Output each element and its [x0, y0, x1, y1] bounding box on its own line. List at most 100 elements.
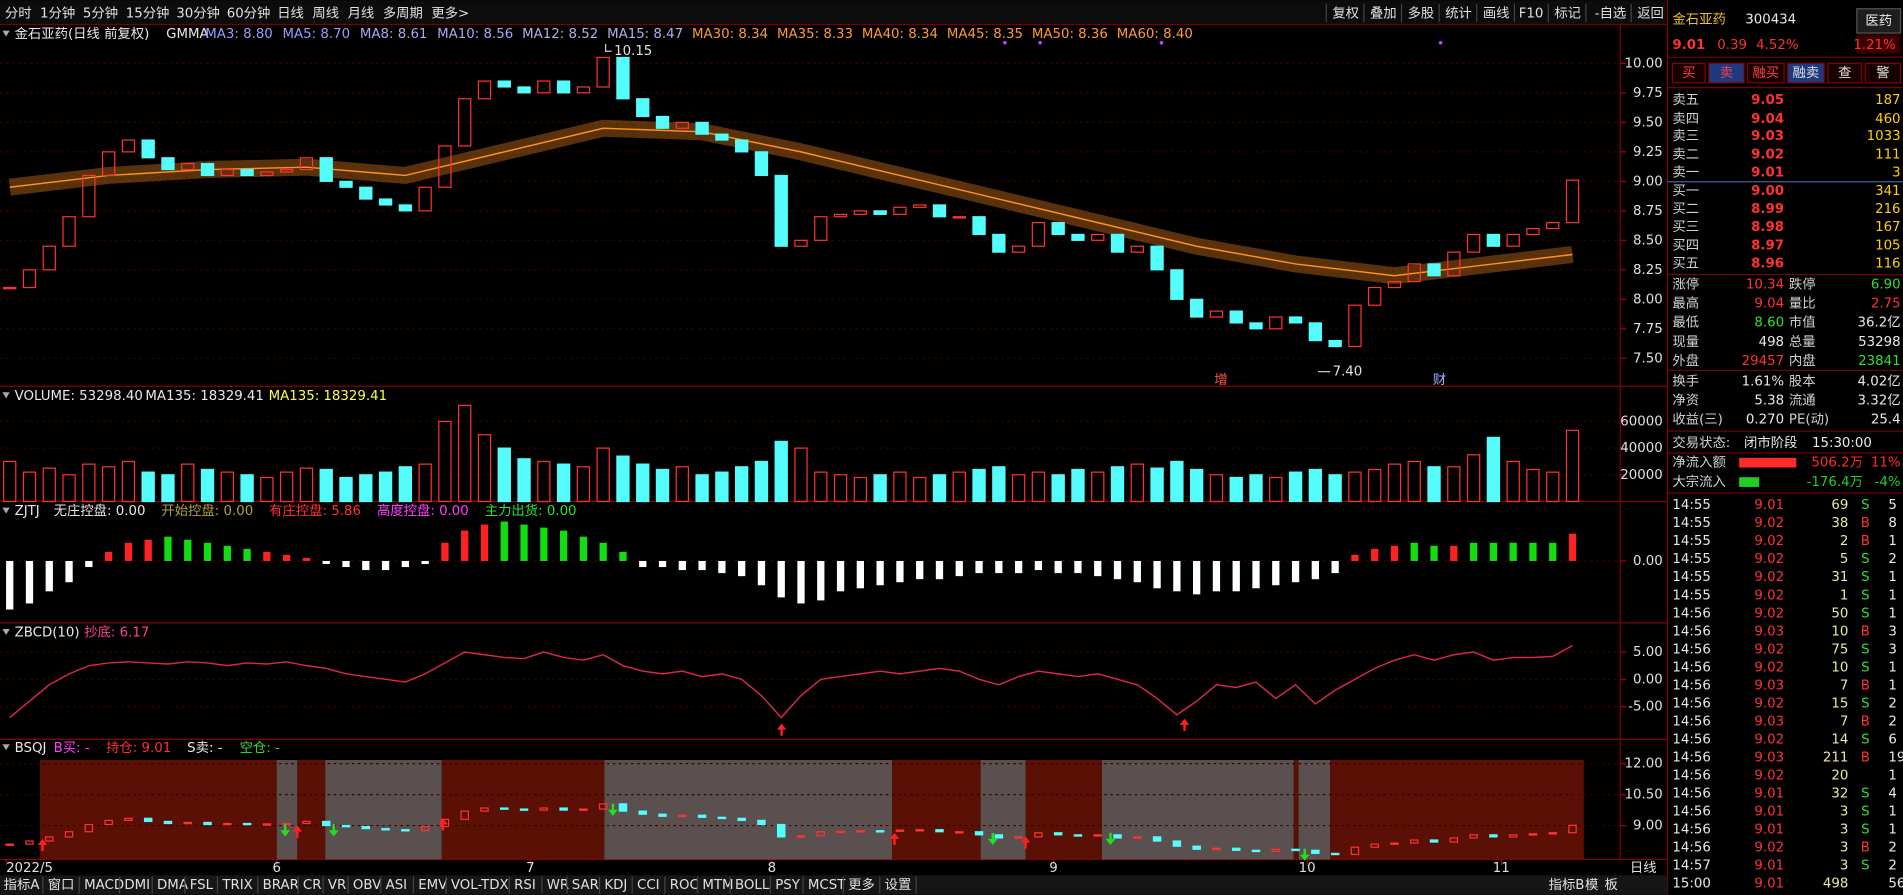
tool-button[interactable]: F10	[1519, 7, 1544, 22]
candle	[181, 163, 195, 171]
trade-volume: 38	[1831, 516, 1848, 531]
period-tab[interactable]: 5分钟	[83, 5, 118, 22]
candle	[200, 163, 215, 177]
mini-candle	[282, 822, 291, 826]
indicator-tab[interactable]: VOL-TDX	[451, 878, 509, 893]
mini-candle	[143, 817, 153, 823]
indicator-tab[interactable]: OBV	[353, 878, 382, 893]
indicator-tab[interactable]: DMA	[157, 878, 189, 893]
indicator-tab[interactable]: BOLL	[735, 878, 770, 893]
trade-button-label[interactable]: 查	[1838, 65, 1851, 81]
indicator-tab[interactable]: FSL	[190, 878, 214, 893]
tool-button[interactable]: 画线	[1483, 6, 1510, 22]
volume-bar	[1150, 467, 1164, 503]
stat-label: 最高	[1672, 294, 1699, 311]
trade-button-label[interactable]: 融买	[1753, 65, 1780, 81]
trade-button[interactable]	[1708, 62, 1745, 84]
volume-bar	[1447, 466, 1461, 503]
period-tab[interactable]: 更多>	[431, 5, 469, 22]
trade-button[interactable]	[1827, 62, 1863, 84]
candle	[893, 206, 907, 215]
candle	[1229, 310, 1243, 324]
tool-button[interactable]: 叠加	[1370, 6, 1397, 22]
date-label: 7	[526, 861, 535, 876]
volume-bar	[576, 466, 591, 503]
volume-bar	[1387, 463, 1402, 503]
trade-button-label[interactable]: 融卖	[1793, 65, 1820, 81]
volume-bar	[161, 474, 175, 503]
trade-price: 9.02	[1754, 732, 1784, 747]
trade-button[interactable]	[1747, 62, 1785, 84]
indicator-tab[interactable]: SAR	[572, 878, 599, 893]
volume-bar	[101, 466, 116, 503]
indicator-tab[interactable]: WR	[547, 878, 569, 893]
mini-candle	[559, 807, 568, 811]
mini-candle	[1330, 852, 1340, 856]
tool-button[interactable]: 复权	[1332, 5, 1359, 22]
indicator-tab[interactable]: 更多	[848, 876, 875, 893]
indicator-tab[interactable]: 窗口	[48, 876, 75, 893]
tool-button[interactable]: 标记	[1554, 6, 1581, 22]
indicator-tab[interactable]: ASI	[386, 878, 408, 893]
volume-bar	[715, 471, 729, 503]
period-tab[interactable]: 30分钟	[176, 5, 220, 22]
trade-price: 9.03	[1754, 714, 1784, 729]
trade-button[interactable]	[1671, 62, 1706, 84]
trade-flag: S	[1861, 732, 1869, 747]
mini-candle	[974, 831, 984, 836]
indicator-tab[interactable]: TRIX	[221, 878, 253, 893]
candle	[1407, 263, 1421, 283]
zjtj-bar	[1272, 560, 1280, 586]
book-price: 9.02	[1751, 147, 1784, 162]
trade-button[interactable]	[1864, 62, 1902, 84]
volume-bar	[3, 460, 17, 503]
trade-button-label[interactable]: 买	[1682, 65, 1695, 81]
period-tab[interactable]: 60分钟	[227, 5, 271, 22]
period-tab[interactable]: 周线	[312, 6, 339, 22]
indicator-tab[interactable]: MTM	[702, 878, 733, 893]
indicator-tab[interactable]: 板	[1604, 877, 1617, 893]
indicator-tab[interactable]: ROC	[670, 878, 699, 893]
trade-button[interactable]	[1787, 62, 1825, 84]
indicator-tab[interactable]: BRAR	[263, 878, 299, 893]
indicator-tab[interactable]: RSI	[514, 878, 536, 893]
candle	[240, 168, 254, 177]
zjtj-bar	[540, 527, 548, 561]
mini-candle	[658, 813, 667, 817]
indicator-tab[interactable]: MACD	[84, 878, 124, 893]
indicator-tab[interactable]: PSY	[775, 878, 801, 893]
indicator-tab[interactable]: 设置	[885, 877, 912, 893]
candle	[260, 171, 274, 177]
tool-button[interactable]: 多股	[1408, 5, 1435, 22]
zjtj-bar	[381, 560, 390, 571]
indicator-tab[interactable]: MCST	[808, 878, 846, 893]
period-tab[interactable]: 日线	[277, 6, 304, 22]
period-tab[interactable]: 15分钟	[126, 5, 170, 22]
panel-header: 持仓: 9.01	[106, 740, 171, 756]
indicator-tab[interactable]: CCI	[637, 878, 660, 893]
indicator-tab[interactable]: 指标A	[4, 877, 41, 893]
indicator-tab[interactable]: DMI	[124, 878, 150, 893]
book-label: 买三	[1672, 219, 1699, 235]
period-tab[interactable]: 1分钟	[40, 5, 75, 22]
period-tab[interactable]: 月线	[348, 6, 375, 22]
indicator-tab[interactable]: CR	[303, 878, 322, 893]
trade-button-label[interactable]: 卖	[1720, 65, 1733, 81]
zjtj-bar	[896, 560, 904, 583]
tool-button[interactable]: 返回	[1637, 6, 1664, 22]
candle	[972, 216, 986, 236]
trade-button-label[interactable]: 警	[1876, 65, 1889, 81]
tool-button[interactable]: -自选	[1595, 6, 1627, 22]
panel-header: MA3: 8.80	[205, 27, 273, 42]
volume-bar	[992, 466, 1006, 503]
indicator-tab[interactable]: VR	[328, 878, 346, 893]
indicator-tab[interactable]: KDJ	[604, 878, 627, 893]
indicator-tab[interactable]: EMV	[418, 878, 448, 893]
indicator-tab[interactable]: 模	[1585, 877, 1598, 893]
tool-button[interactable]: 统计	[1445, 6, 1472, 22]
indicator-tab[interactable]: 指标B	[1549, 877, 1585, 893]
stat-value: 29457	[1742, 354, 1784, 369]
period-tab[interactable]: 分时	[5, 6, 32, 22]
trade-price: 9.02	[1754, 642, 1784, 657]
period-tab[interactable]: 多周期	[383, 5, 423, 22]
